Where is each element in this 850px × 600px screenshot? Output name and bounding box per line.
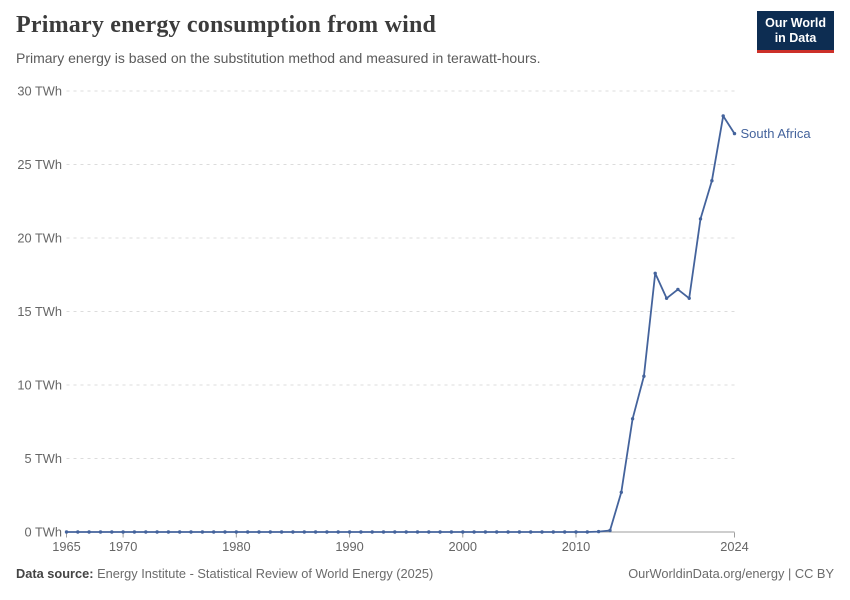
data-point <box>585 530 589 534</box>
data-point <box>495 530 499 534</box>
data-point <box>110 530 114 534</box>
x-tick-label: 2000 <box>449 539 477 554</box>
data-point <box>483 530 488 534</box>
data-point <box>574 530 578 534</box>
data-point <box>427 530 431 534</box>
data-point <box>461 530 465 534</box>
x-tick-label: 1980 <box>222 539 250 554</box>
data-point <box>415 530 420 534</box>
data-point <box>279 530 284 534</box>
data-point <box>144 530 148 534</box>
data-point <box>642 374 646 378</box>
y-tick-label: 30 TWh <box>17 84 62 99</box>
data-point <box>630 417 635 421</box>
data-point <box>540 530 544 534</box>
data-point <box>347 530 352 534</box>
data-point <box>64 530 69 534</box>
data-point <box>234 530 238 534</box>
series-line <box>66 115 736 533</box>
y-tick-label: 20 TWh <box>17 231 62 246</box>
y-tick-label: 5 TWh <box>25 451 62 466</box>
data-point <box>370 530 374 534</box>
data-point <box>732 131 737 136</box>
x-tick-label: 2010 <box>562 539 590 554</box>
credit-link[interactable]: OurWorldinData.org/energy | CC BY <box>628 566 834 581</box>
data-point <box>449 530 454 534</box>
data-point <box>619 490 623 494</box>
data-point <box>313 530 318 534</box>
data-point <box>325 530 329 534</box>
data-source-text: Energy Institute - Statistical Review of… <box>97 566 434 581</box>
owid-logo-line1: Our World <box>765 16 826 30</box>
data-point <box>721 114 725 118</box>
data-point <box>664 296 669 300</box>
y-tick-label: 0 TWh <box>25 525 62 540</box>
data-point <box>596 529 601 534</box>
owid-logo: Our World in Data <box>757 11 834 53</box>
data-point <box>438 530 442 534</box>
data-source-label: Data source: <box>16 566 94 581</box>
data-point <box>291 530 295 534</box>
data-point <box>98 530 103 534</box>
data-point <box>132 530 137 534</box>
data-point <box>563 530 567 534</box>
y-tick-label: 15 TWh <box>17 304 62 319</box>
y-tick-label: 25 TWh <box>17 157 62 172</box>
data-point <box>517 530 522 534</box>
data-point <box>698 217 703 221</box>
data-point <box>76 530 80 534</box>
data-source: Data source: Energy Institute - Statisti… <box>16 566 433 581</box>
data-point <box>155 530 159 534</box>
data-point <box>529 530 533 534</box>
data-point <box>121 530 125 534</box>
data-point <box>212 530 216 534</box>
data-point <box>608 528 612 533</box>
x-tick-label: 1990 <box>335 539 363 554</box>
owid-logo-line2: in Data <box>774 31 817 45</box>
series-end-label: South Africa <box>741 126 812 141</box>
data-point <box>551 530 555 534</box>
data-point <box>246 530 250 534</box>
data-point <box>336 530 340 534</box>
chart-footer: Data source: Energy Institute - Statisti… <box>16 566 834 581</box>
data-point <box>653 271 657 275</box>
data-point <box>200 530 205 534</box>
data-point <box>189 530 193 534</box>
data-point <box>166 530 171 534</box>
data-point <box>268 530 272 534</box>
data-point <box>506 530 510 534</box>
data-point <box>710 179 714 183</box>
x-tick-label: 1970 <box>109 539 137 554</box>
x-tick-label: 2024 <box>720 539 748 554</box>
chart-title: Primary energy consumption from wind <box>16 12 437 38</box>
data-point <box>687 296 691 300</box>
y-tick-label: 10 TWh <box>17 378 62 393</box>
data-point <box>393 530 397 534</box>
data-point <box>257 530 261 534</box>
data-point <box>359 530 363 534</box>
data-point <box>178 530 182 534</box>
data-point <box>87 530 91 534</box>
data-point <box>676 287 680 292</box>
data-point <box>404 530 408 534</box>
x-tick-label: 1965 <box>52 539 80 554</box>
data-point <box>381 530 386 534</box>
data-point <box>302 530 306 534</box>
data-point <box>223 530 227 534</box>
data-point <box>472 530 476 534</box>
chart-subtitle: Primary energy is based on the substitut… <box>16 50 541 66</box>
